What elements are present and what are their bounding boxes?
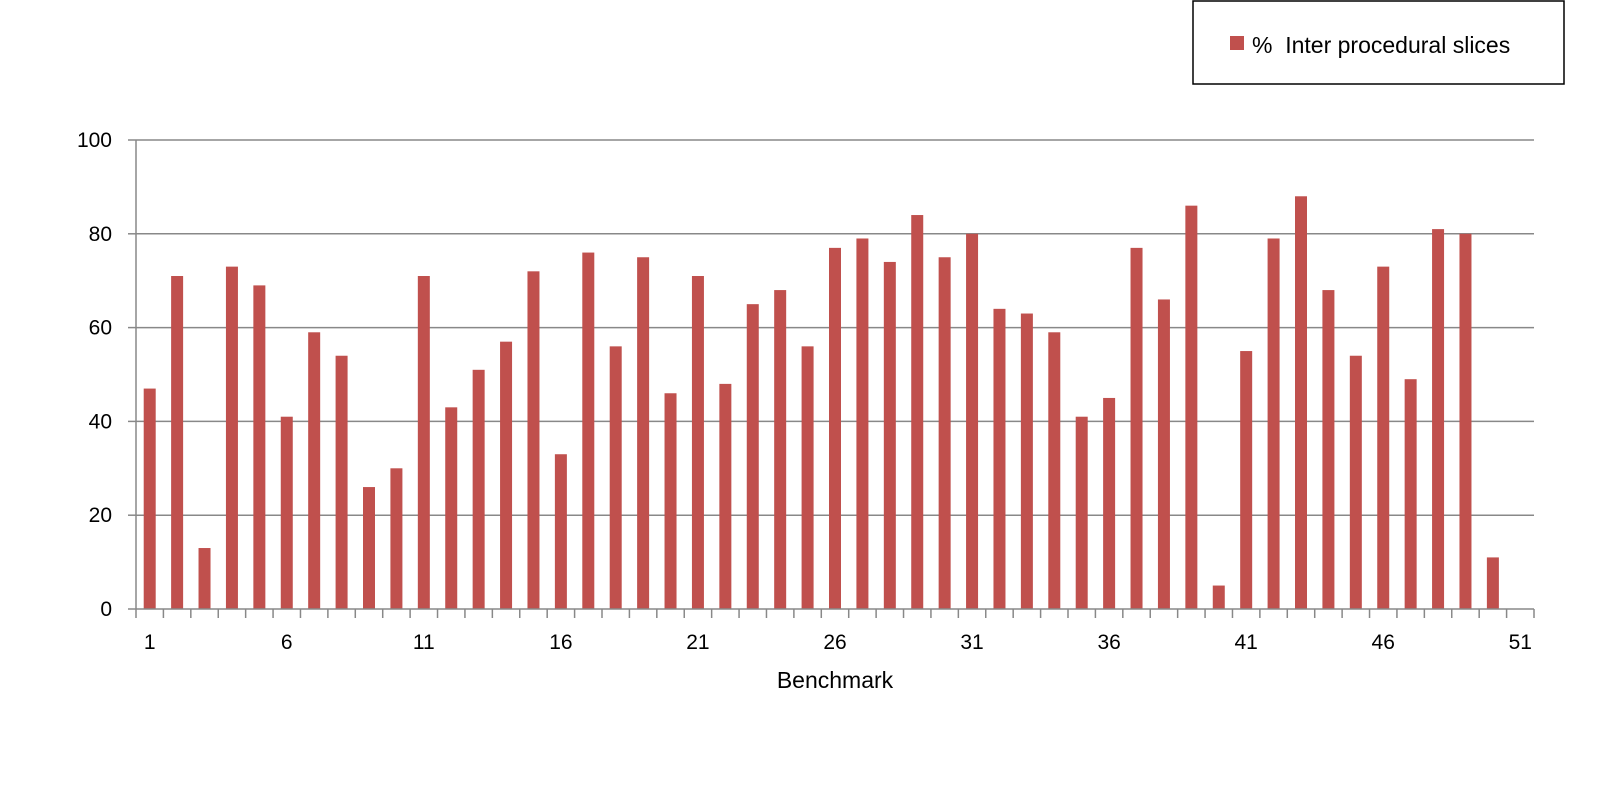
bar bbox=[527, 271, 540, 609]
bar bbox=[390, 468, 403, 609]
bar bbox=[198, 548, 211, 609]
bar bbox=[938, 257, 951, 609]
x-tick-label: 41 bbox=[1234, 631, 1257, 654]
x-tick-label: 16 bbox=[549, 631, 572, 654]
bar bbox=[1322, 290, 1335, 609]
x-tick-label: 46 bbox=[1372, 631, 1395, 654]
x-tick-label: 1 bbox=[144, 631, 156, 654]
bar bbox=[1048, 332, 1061, 609]
y-tick-label: 20 bbox=[89, 504, 112, 527]
bar bbox=[1240, 351, 1253, 609]
y-tick-label: 80 bbox=[89, 223, 112, 246]
bar bbox=[363, 487, 375, 609]
bar bbox=[472, 369, 485, 609]
bar bbox=[829, 247, 841, 609]
bar bbox=[1295, 196, 1307, 609]
bar bbox=[500, 341, 513, 609]
x-tick-label: 21 bbox=[686, 631, 709, 654]
y-tick-label: 40 bbox=[89, 410, 112, 433]
bar bbox=[1020, 313, 1033, 609]
bar bbox=[637, 257, 650, 609]
axes bbox=[135, 140, 1534, 610]
bar bbox=[746, 304, 759, 609]
bar bbox=[417, 276, 430, 609]
bar bbox=[1075, 416, 1088, 609]
legend-label: % Inter procedural slices bbox=[1252, 32, 1510, 58]
bar bbox=[911, 215, 924, 610]
bar bbox=[883, 261, 896, 609]
x-axis-ticks: 1 6 11 16 21 26 31 36 41 46 51 bbox=[135, 609, 1535, 654]
bars bbox=[143, 196, 1499, 610]
bar bbox=[280, 416, 293, 609]
bar bbox=[1185, 205, 1198, 609]
x-tick-label: 6 bbox=[281, 631, 293, 654]
bar bbox=[1349, 355, 1362, 609]
bar bbox=[966, 233, 979, 610]
x-axis-title: Benchmark bbox=[777, 667, 894, 693]
bar bbox=[1157, 299, 1170, 609]
bar bbox=[1432, 229, 1445, 610]
y-tick-label: 60 bbox=[89, 317, 112, 340]
bar bbox=[1212, 585, 1225, 609]
bar bbox=[774, 290, 787, 609]
bar bbox=[308, 332, 321, 609]
bar bbox=[1130, 247, 1143, 609]
bar bbox=[582, 252, 595, 609]
bar bbox=[993, 308, 1006, 609]
bar bbox=[171, 276, 184, 609]
bar bbox=[1267, 238, 1280, 610]
bar bbox=[1486, 557, 1499, 609]
bar bbox=[143, 388, 156, 609]
bar bbox=[1377, 266, 1390, 609]
y-tick-label: 0 bbox=[100, 598, 112, 621]
y-axis-ticks: 0 20 40 60 80 100 bbox=[77, 129, 136, 621]
bar bbox=[856, 238, 869, 610]
bar bbox=[1103, 397, 1116, 609]
bar bbox=[554, 454, 567, 609]
x-tick-label: 31 bbox=[960, 631, 983, 654]
legend-swatch bbox=[1230, 36, 1244, 50]
bar bbox=[445, 407, 458, 609]
bar bbox=[1459, 233, 1472, 610]
bar bbox=[335, 355, 348, 609]
y-tick-label: 100 bbox=[77, 129, 112, 152]
bar bbox=[1404, 379, 1417, 609]
x-tick-label: 36 bbox=[1097, 631, 1120, 654]
x-tick-label: 26 bbox=[823, 631, 846, 654]
bar bbox=[609, 346, 622, 609]
bar bbox=[719, 383, 732, 609]
x-tick-label: 11 bbox=[413, 631, 435, 654]
legend: % Inter procedural slices bbox=[1192, 0, 1565, 85]
bar bbox=[253, 285, 266, 609]
bar bbox=[801, 346, 814, 609]
legend-box bbox=[1192, 0, 1565, 85]
bar bbox=[225, 266, 238, 609]
x-tick-label: 51 bbox=[1509, 631, 1532, 654]
bar bbox=[691, 276, 704, 609]
bar bbox=[664, 393, 677, 609]
